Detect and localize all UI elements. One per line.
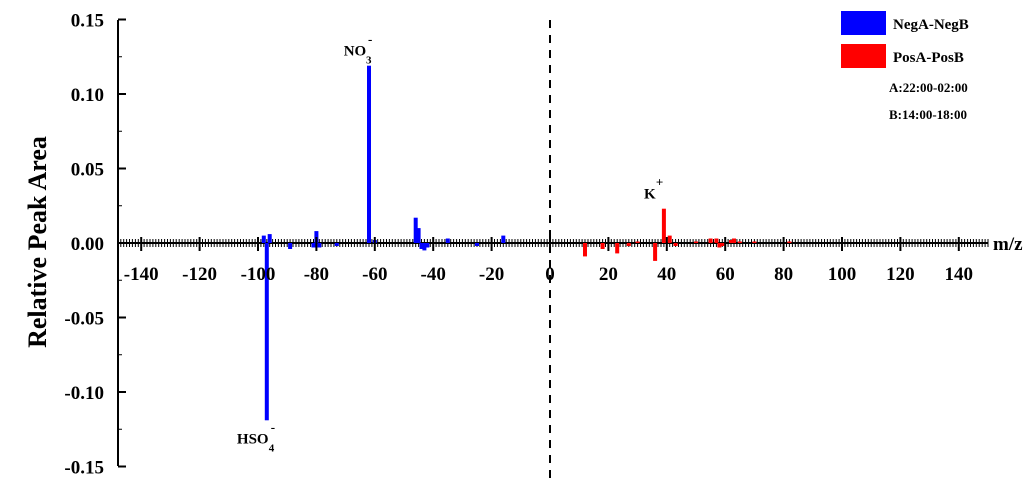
bar: [261, 235, 266, 243]
y-tick-label: 0.15: [71, 11, 104, 32]
ion-label: K: [644, 187, 656, 203]
bar: [717, 243, 722, 248]
legend-note: A:22:00-02:00: [889, 80, 968, 95]
bar: [661, 208, 666, 243]
bar: [708, 238, 713, 243]
bar: [267, 234, 272, 243]
bar: [413, 217, 418, 243]
bar: [445, 238, 450, 243]
bar: [416, 228, 421, 243]
bar: [600, 243, 605, 249]
ion-label: HSO: [237, 431, 269, 447]
ion-label-superscript: +: [656, 175, 663, 190]
bar: [475, 243, 479, 246]
x-tick-label: -20: [479, 264, 504, 285]
x-tick-label: 20: [599, 264, 618, 285]
bar: [367, 65, 371, 243]
x-tick-label: -120: [182, 264, 217, 285]
bar: [501, 235, 506, 243]
x-tick-label: 60: [716, 264, 735, 285]
x-tick-label: -40: [421, 264, 446, 285]
bar: [635, 241, 640, 243]
axes: [117, 20, 989, 466]
y-tick-label: 0.05: [71, 160, 104, 181]
bar: [419, 243, 424, 249]
legend-swatch: [841, 11, 886, 35]
ion-label-superscript: -: [271, 419, 275, 434]
x-tick-label: -80: [304, 264, 329, 285]
bar: [653, 243, 658, 261]
x-tick-label: 0: [545, 264, 555, 285]
x-tick-label: 120: [886, 264, 915, 285]
bar: [311, 243, 316, 248]
y-axis-label: Relative Peak Area: [23, 136, 52, 348]
x-tick-label: -140: [124, 264, 159, 285]
legend-label: PosA-PosB: [893, 50, 964, 66]
legend-note: B:14:00-18:00: [889, 107, 967, 122]
y-tick-label: -0.10: [64, 383, 104, 404]
bar: [626, 243, 631, 246]
bar: [317, 243, 322, 248]
y-tick-label: 0.10: [71, 85, 104, 106]
bar: [787, 241, 792, 243]
y-tick-label: -0.05: [64, 309, 104, 330]
bar: [615, 243, 620, 254]
ion-label-superscript: -: [368, 32, 372, 47]
ticks-group: -140 -120 -100 -80 -60 -40 -20 0 20 40 60 80 100 120 1…: [64, 11, 973, 479]
bar: [288, 243, 293, 249]
bar: [737, 241, 742, 243]
x-axis-label: m/z: [993, 234, 1023, 255]
x-tick-label: 140: [945, 264, 974, 285]
ion-label: NO: [344, 44, 367, 60]
legend-swatch: [841, 44, 886, 68]
x-tick-label: 40: [657, 264, 676, 285]
bar: [714, 238, 719, 243]
bar: [694, 241, 698, 243]
ion-label-subscript: 3: [366, 55, 372, 67]
bar: [264, 243, 269, 421]
bar: [583, 243, 587, 257]
bar: [673, 243, 678, 246]
legend: NegA-NegB PosA-PosB A:22:00-02:00 B:14:00-1…: [841, 11, 969, 122]
bar: [732, 238, 736, 243]
bar: [752, 241, 757, 243]
bar: [667, 235, 672, 243]
bar: [425, 243, 430, 248]
bar: [422, 243, 427, 251]
x-tick-label: -100: [241, 264, 276, 285]
y-tick-label: -0.15: [64, 458, 104, 479]
bar: [729, 240, 733, 243]
bar: [334, 243, 339, 246]
legend-label: NegA-NegB: [893, 17, 969, 33]
x-tick-label: -60: [362, 264, 387, 285]
ion-label-subscript: 4: [269, 442, 275, 454]
x-tick-label: 100: [828, 264, 857, 285]
bar: [720, 243, 725, 246]
x-tick-label: 80: [774, 264, 793, 285]
bars-group: [261, 65, 792, 421]
y-tick-label: 0.00: [71, 234, 104, 255]
